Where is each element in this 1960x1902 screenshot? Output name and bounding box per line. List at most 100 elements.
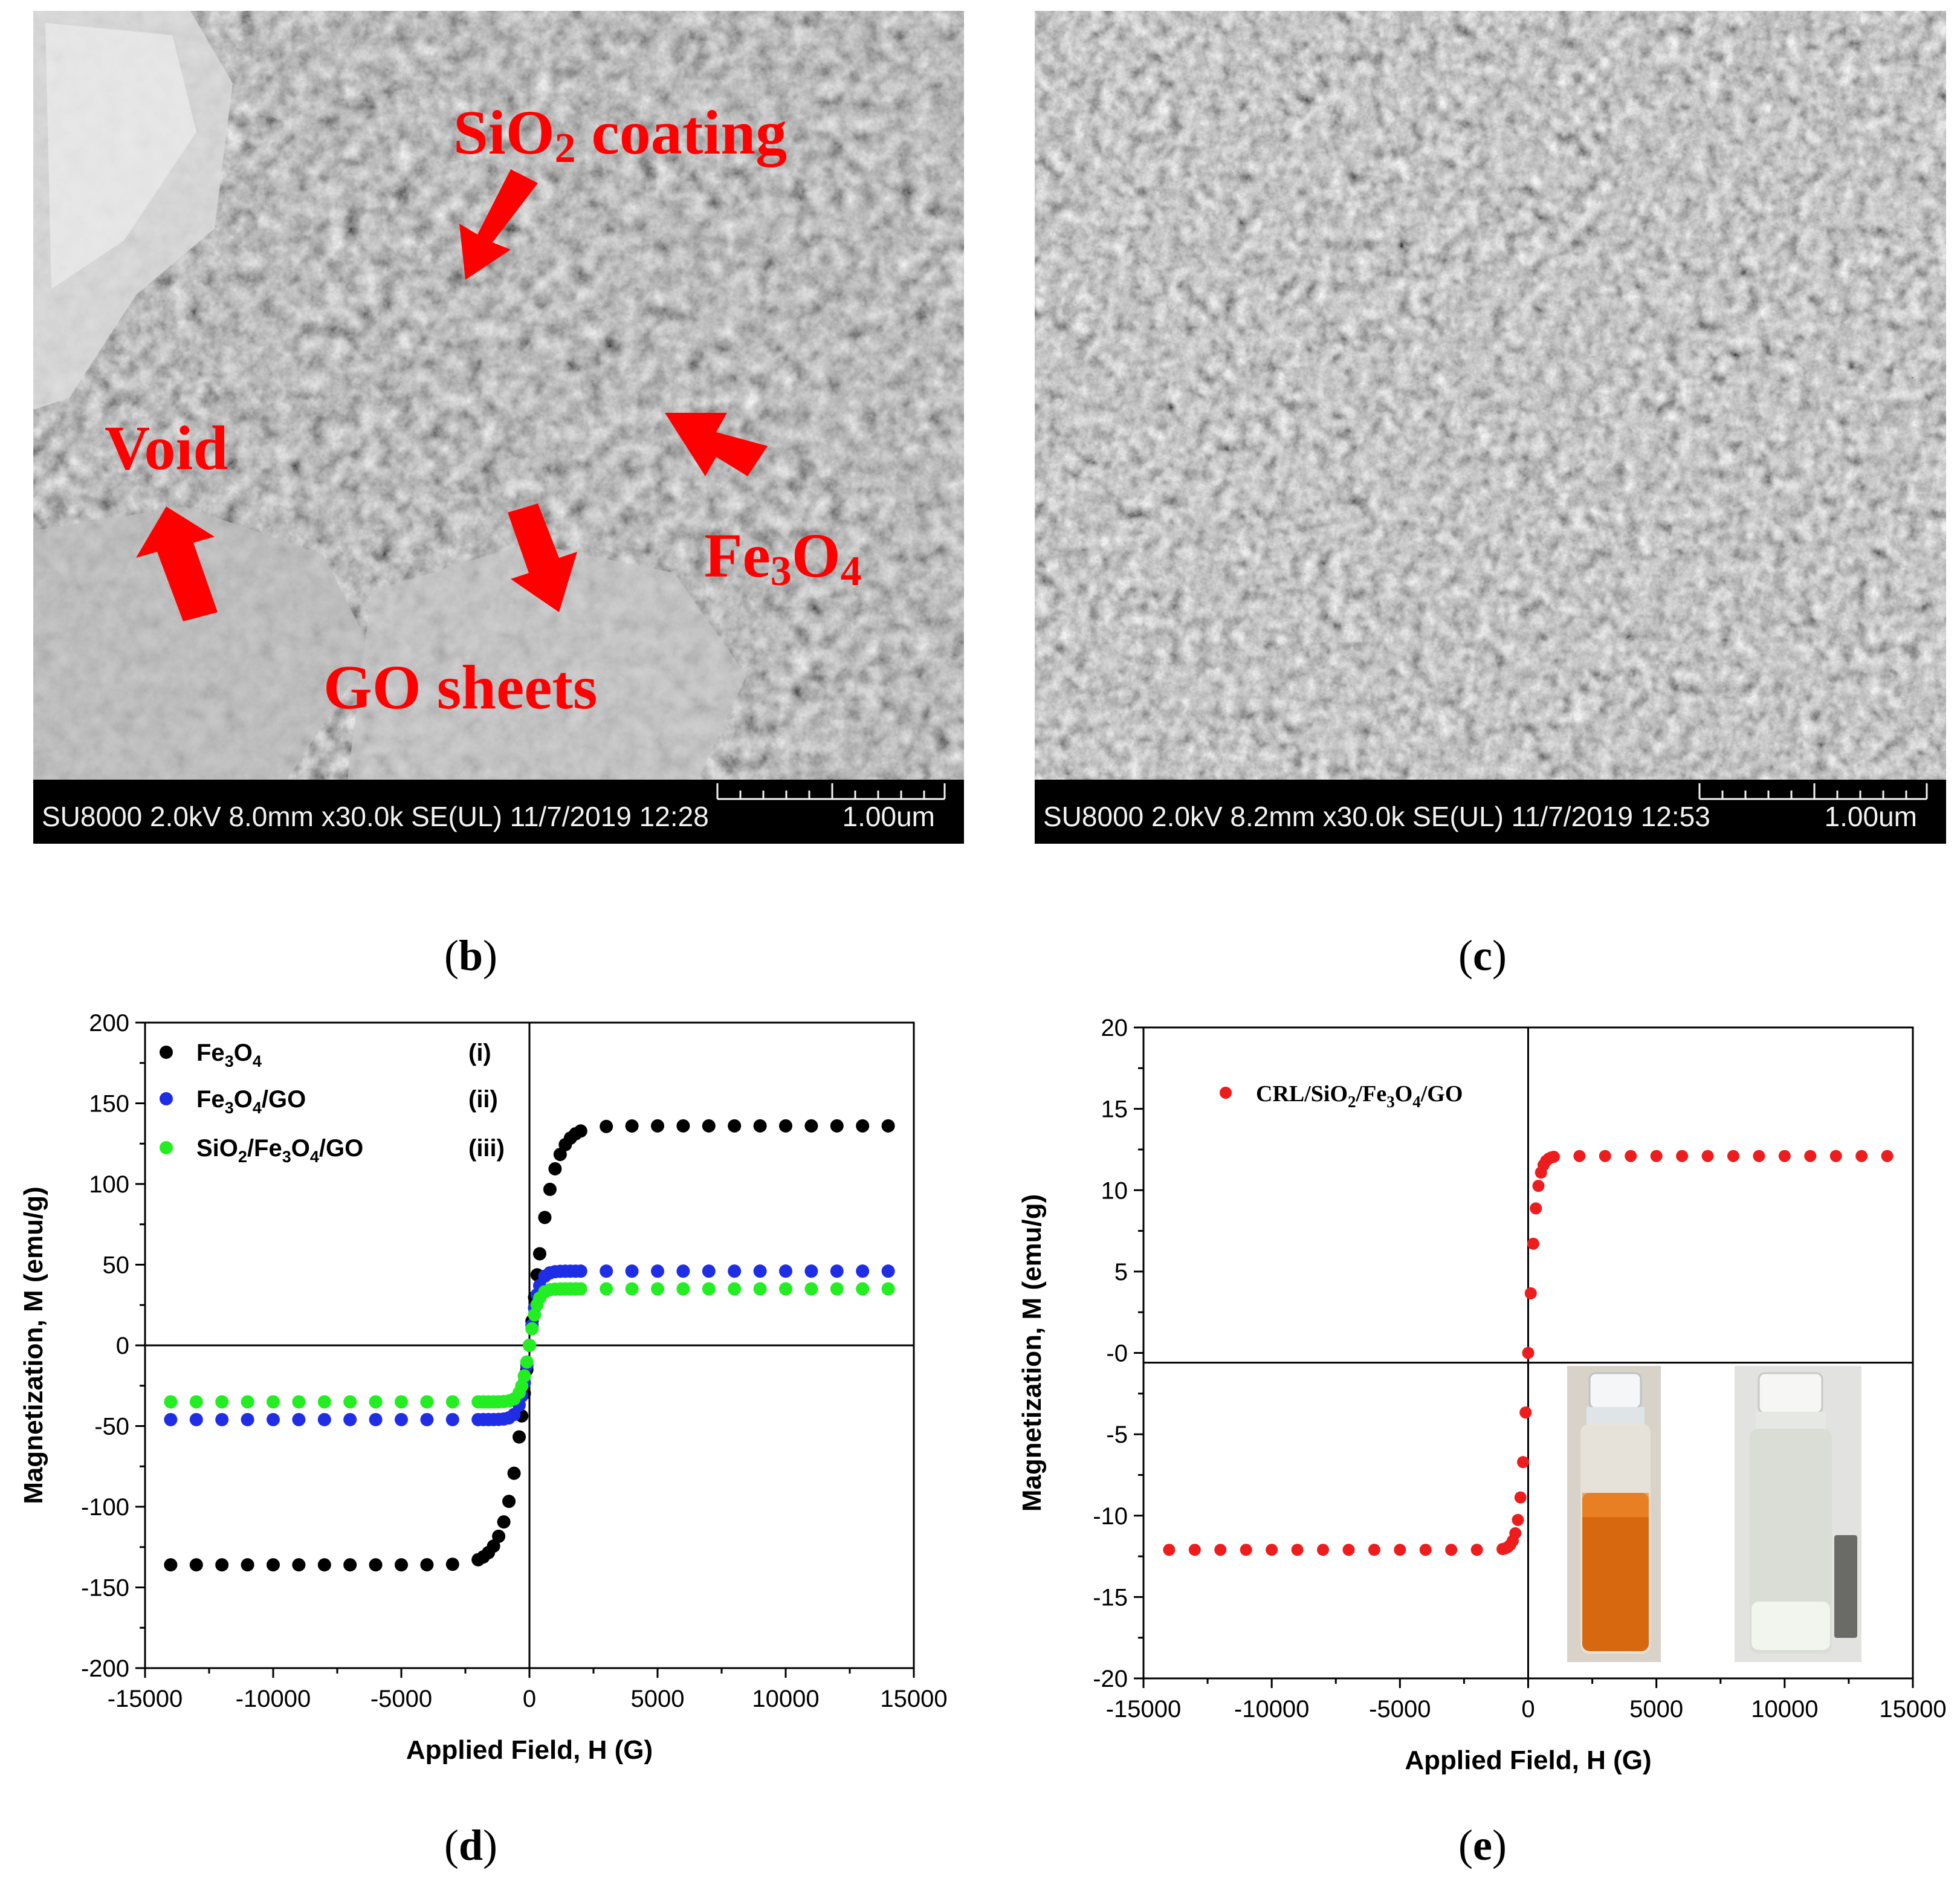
x-tick-label: 10000 [752, 1686, 819, 1712]
data-point [267, 1395, 280, 1409]
data-point [651, 1119, 664, 1133]
data-point [574, 1282, 587, 1296]
data-point [830, 1119, 844, 1133]
annotation-sio2-coating: SiO2 coating [453, 98, 788, 172]
y-tick-label: -100 [81, 1494, 129, 1521]
y-tick-label: -150 [81, 1575, 129, 1602]
y-tick-label: 50 [103, 1252, 130, 1279]
sem-scale-label: 1.00um [1824, 801, 1917, 832]
data-point [487, 1539, 500, 1553]
data-point [445, 1395, 459, 1409]
data-point [1527, 1237, 1539, 1250]
panel-label-c: (c) [1458, 931, 1507, 980]
sem-annotation-arrows [136, 169, 768, 621]
data-point [517, 1369, 531, 1383]
data-point [189, 1558, 203, 1572]
y-tick-label: 100 [89, 1171, 129, 1198]
y-tick-label: -200 [81, 1655, 129, 1682]
data-point [317, 1412, 331, 1426]
series-fe3o4 [164, 1119, 895, 1572]
legend-label: CRL/SiO2/Fe3O4/GO [1256, 1081, 1463, 1111]
y-tick-label: 15 [1101, 1096, 1128, 1123]
data-point [164, 1558, 178, 1572]
x-tick-label: -15000 [108, 1686, 183, 1712]
data-point [164, 1395, 178, 1409]
x-axis-title: Applied Field, H (G) [1405, 1745, 1651, 1775]
data-point [1727, 1150, 1739, 1162]
data-point [445, 1558, 459, 1571]
data-point [395, 1395, 408, 1409]
data-point [1547, 1150, 1560, 1163]
data-point [1509, 1527, 1522, 1539]
x-tick-label: 15000 [880, 1686, 947, 1712]
data-point [676, 1282, 690, 1296]
data-point [804, 1119, 818, 1133]
data-point [1524, 1287, 1537, 1299]
x-tick-label: -5000 [1369, 1696, 1431, 1722]
y-axis-title: Magnetization, M (emu/g) [1017, 1194, 1047, 1512]
data-point [1829, 1150, 1842, 1162]
data-point [215, 1412, 229, 1426]
x-axis-title: Applied Field, H (G) [406, 1735, 653, 1765]
y-tick-label: -10 [1093, 1503, 1128, 1530]
data-point [553, 1148, 567, 1162]
data-point [600, 1264, 613, 1278]
data-point [1470, 1544, 1483, 1556]
x-tick-label: -5000 [370, 1686, 432, 1712]
legend-tag: (i) [468, 1040, 491, 1066]
data-point [532, 1247, 546, 1261]
data-point [1240, 1544, 1252, 1556]
data-point [445, 1412, 459, 1426]
data-point [753, 1264, 767, 1278]
y-tick-label: 200 [89, 1010, 129, 1037]
legend-label: Fe3O4/GO [196, 1086, 306, 1117]
sem-info-bar: SU8000 2.0kV 8.2mm x30.0k SE(UL) 11/7/20… [1035, 780, 1946, 844]
data-point [1650, 1150, 1663, 1162]
data-point [189, 1412, 203, 1426]
data-point [881, 1282, 895, 1296]
data-point [1676, 1150, 1689, 1162]
data-point [830, 1264, 844, 1278]
data-point [625, 1264, 639, 1278]
data-point [728, 1282, 742, 1296]
data-point [1368, 1544, 1380, 1556]
data-point [1701, 1150, 1714, 1162]
data-point [1855, 1150, 1868, 1162]
data-point [779, 1119, 792, 1133]
data-point [702, 1119, 716, 1133]
data-point [856, 1119, 870, 1133]
data-point [492, 1529, 506, 1543]
data-point [1519, 1406, 1532, 1419]
panel-label-b: (b) [444, 931, 498, 980]
data-point [1753, 1150, 1765, 1162]
data-point [600, 1119, 613, 1133]
data-point [1530, 1202, 1542, 1215]
data-point [779, 1282, 792, 1296]
data-point [676, 1264, 690, 1278]
data-point [502, 1495, 516, 1509]
data-point [1517, 1456, 1530, 1469]
data-point [881, 1264, 895, 1278]
sem-micrograph-left [33, 11, 964, 780]
data-point [856, 1264, 870, 1278]
data-point [600, 1282, 613, 1296]
sem-scale-label: 1.00um [842, 801, 935, 832]
data-point [830, 1282, 844, 1296]
data-point [292, 1395, 306, 1409]
data-point [1188, 1544, 1201, 1556]
data-point [1419, 1544, 1432, 1556]
data-point [317, 1558, 331, 1572]
x-tick-label: 5000 [631, 1686, 685, 1712]
annotation-go-sheets: GO sheets [323, 653, 598, 722]
chart-d: -15000 -10000 -5000 0 5000 10000 15000 -200 -150… [19, 1010, 948, 1765]
panel-label-e: (e) [1458, 1821, 1507, 1869]
data-point [804, 1264, 818, 1278]
sem-scale-bar [1698, 783, 1928, 800]
data-point [241, 1395, 254, 1409]
data-point [1317, 1544, 1330, 1556]
data-point [1163, 1544, 1176, 1556]
data-point [292, 1412, 306, 1426]
data-point [497, 1515, 511, 1529]
x-tick-label: -15000 [1106, 1696, 1182, 1722]
